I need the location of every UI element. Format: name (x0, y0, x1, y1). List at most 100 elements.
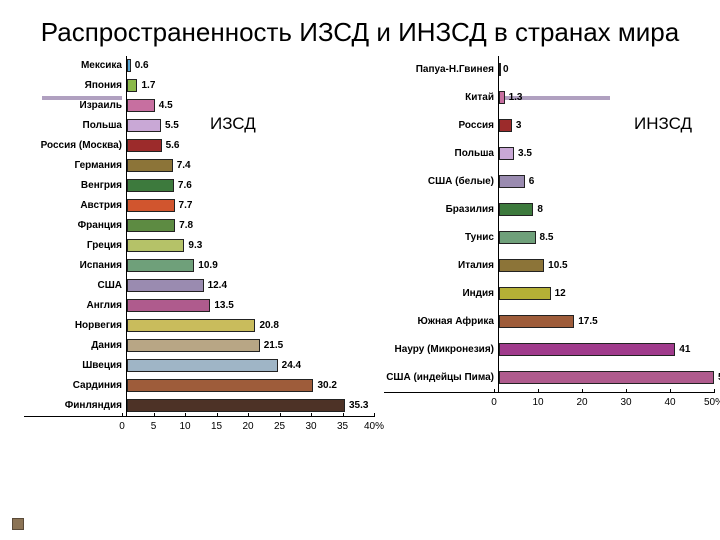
chart-row: Финляндия35.3 (24, 396, 374, 416)
chart-row: Папуа-Н.Гвинея0 (384, 56, 714, 84)
bar (499, 259, 544, 272)
bar-cell: 4.5 (126, 96, 374, 116)
bar-cell: 21.5 (126, 336, 374, 356)
bar (127, 359, 278, 372)
row-label: Италия (384, 260, 498, 271)
bar-cell: 9.3 (126, 236, 374, 256)
bar-cell: 1.3 (498, 84, 714, 112)
bar (499, 63, 501, 76)
chart-row: Мексика 0.6 (24, 56, 374, 76)
bar-cell: 7.7 (126, 196, 374, 216)
bar (127, 139, 162, 152)
bar-value: 8 (537, 204, 543, 215)
bar-cell: 30.2 (126, 376, 374, 396)
bar-cell: 5.6 (126, 136, 374, 156)
bar (499, 175, 525, 188)
bar-cell: 5.5 (126, 116, 374, 136)
bar-value: 10.5 (548, 260, 567, 271)
bar-cell: 7.8 (126, 216, 374, 236)
bar (127, 199, 175, 212)
bar-value: 7.7 (179, 200, 193, 211)
bar (499, 147, 514, 160)
chart-row: Япония 1.7 (24, 76, 374, 96)
bar-value: 30.2 (317, 380, 336, 391)
bar-cell: 50 (498, 364, 714, 392)
bar (127, 399, 345, 412)
bar (127, 119, 161, 132)
row-label: Англия (24, 300, 126, 311)
chart-row: Норвегия 20.8 (24, 316, 374, 336)
chart-row: Швеция24.4 (24, 356, 374, 376)
bar-cell: 7.6 (126, 176, 374, 196)
bar-cell: 24.4 (126, 356, 374, 376)
bar-cell: 7.4 (126, 156, 374, 176)
row-label: Россия (Москва) (24, 140, 126, 151)
bar (127, 239, 184, 252)
row-label: Венгрия (24, 180, 126, 191)
bar (127, 299, 210, 312)
chart-izsd: ИЗСД Мексика0.6Япония1.7Израиль4.5Польша… (24, 56, 374, 443)
charts-container: ИЗСД Мексика0.6Япония1.7Израиль4.5Польша… (24, 56, 696, 443)
bar (499, 91, 505, 104)
chart-row: Россия3 (384, 112, 714, 140)
chart-row: Испания10.9 (24, 256, 374, 276)
bar-cell: 8.5 (498, 224, 714, 252)
axis-tick: 30 (305, 421, 316, 432)
row-label: Южная Африка (384, 316, 498, 327)
chart-row: Германия7.4 (24, 156, 374, 176)
chart-row: США (индейцы Пима)50 (384, 364, 714, 392)
slide: Распространенность ИЗСД и ИНЗСД в страна… (0, 0, 720, 540)
axis-tick: 20 (576, 397, 587, 408)
bar-value: 5.5 (165, 120, 179, 131)
bar-value: 0.6 (135, 60, 149, 71)
chart-inzsd-axis: 01020304050% (384, 392, 714, 419)
bar-cell: 10.9 (126, 256, 374, 276)
bar (499, 343, 675, 356)
chart-row: Италия 10.5 (384, 252, 714, 280)
axis-tick: 20 (242, 421, 253, 432)
bar-value: 0 (503, 64, 509, 75)
bar-value: 6 (529, 176, 535, 187)
row-label: Мексика (24, 60, 126, 71)
chart-izsd-plot: Мексика 0.6 Япония 1.7 Израиль 4.5 Польша 5.5 Ро… (24, 56, 374, 416)
bar-cell: 6 (498, 168, 714, 196)
bar (499, 315, 574, 328)
row-label: Япония (24, 80, 126, 91)
chart-row: Венгрия7.6 (24, 176, 374, 196)
bar (127, 219, 175, 232)
bar (127, 79, 137, 92)
chart-inzsd: ИНЗСД Папуа-Н.Гвинея0Китай1.3Россия3Поль… (384, 56, 714, 443)
bar-value: 3 (516, 120, 522, 131)
chart-row: Науру (Микронезия)41 (384, 336, 714, 364)
bar-value: 3.5 (518, 148, 532, 159)
bar (127, 159, 173, 172)
row-label: Польша (24, 120, 126, 131)
bar (127, 99, 155, 112)
chart-izsd-axis: 0510152025303540% (24, 416, 374, 443)
axis-tick: 10 (532, 397, 543, 408)
row-label: Индия (384, 288, 498, 299)
bar-value: 1.7 (141, 80, 155, 91)
row-label: Испания (24, 260, 126, 271)
axis-tick: 0 (491, 397, 497, 408)
chart-row: Греция9.3 (24, 236, 374, 256)
chart-row: Индия 12 (384, 280, 714, 308)
bar (127, 279, 204, 292)
bar (499, 287, 551, 300)
chart-row: Австрия7.7 (24, 196, 374, 216)
row-label: Китай (384, 92, 498, 103)
row-label: США (белые) (384, 176, 498, 187)
row-label: Норвегия (24, 320, 126, 331)
bar-value: 20.8 (259, 320, 278, 331)
bar-cell: 0.6 (126, 56, 374, 76)
chart-row: Южная Африка17.5 (384, 308, 714, 336)
row-label: Израиль (24, 100, 126, 111)
chart-row: Израиль 4.5 (24, 96, 374, 116)
row-label: Польша (384, 148, 498, 159)
bar-value: 21.5 (264, 340, 283, 351)
chart-row: Франция7.8 (24, 216, 374, 236)
bar-value: 4.5 (159, 100, 173, 111)
bar-value: 12 (555, 288, 566, 299)
chart-row: Польша 3.5 (384, 140, 714, 168)
bar-cell: 8 (498, 196, 714, 224)
